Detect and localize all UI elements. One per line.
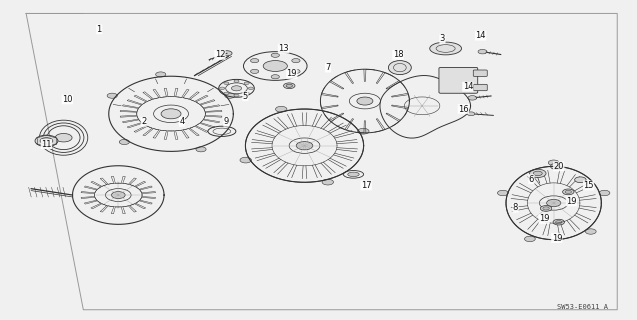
Circle shape [467,112,475,116]
Circle shape [55,133,72,142]
Text: 19: 19 [552,234,562,243]
Text: 1: 1 [97,25,102,34]
Circle shape [322,179,334,185]
Circle shape [220,87,225,90]
Circle shape [533,171,542,176]
Circle shape [292,59,300,63]
Text: 8: 8 [513,203,519,212]
Circle shape [111,192,125,198]
Circle shape [35,135,58,147]
Circle shape [524,236,535,242]
Circle shape [244,92,249,95]
Circle shape [196,147,206,152]
Circle shape [585,229,596,234]
Circle shape [599,190,610,196]
Circle shape [231,86,241,91]
Text: 19: 19 [287,69,297,78]
Circle shape [271,75,280,79]
Circle shape [161,109,181,119]
Circle shape [478,50,487,54]
Circle shape [271,53,280,57]
Circle shape [155,72,166,77]
Text: 19: 19 [566,197,576,206]
Ellipse shape [348,172,359,177]
Circle shape [548,160,559,165]
Circle shape [119,140,129,145]
Circle shape [292,69,300,74]
Circle shape [357,97,373,105]
Circle shape [286,84,292,87]
Circle shape [250,69,259,74]
Circle shape [234,94,239,97]
Circle shape [553,219,564,225]
Circle shape [224,82,229,84]
Circle shape [575,177,586,183]
Text: 12: 12 [215,50,225,59]
Text: 19: 19 [539,214,549,223]
Circle shape [222,51,232,56]
Text: 13: 13 [278,44,289,53]
Ellipse shape [430,42,462,55]
Circle shape [224,92,229,95]
Ellipse shape [263,60,287,71]
Text: 6: 6 [529,175,534,184]
Circle shape [550,163,563,170]
Circle shape [283,83,295,89]
Text: 20: 20 [554,162,564,171]
Circle shape [244,82,249,84]
FancyBboxPatch shape [473,70,487,76]
Circle shape [107,93,117,98]
Circle shape [240,157,252,163]
Circle shape [547,199,561,207]
Text: 16: 16 [458,105,469,114]
Circle shape [225,93,235,98]
Text: 10: 10 [62,95,73,104]
Circle shape [234,80,239,83]
Circle shape [357,128,369,134]
Circle shape [276,106,287,112]
FancyBboxPatch shape [473,84,487,91]
Text: 5: 5 [243,92,248,101]
Circle shape [529,169,546,178]
Text: 4: 4 [179,117,185,126]
Circle shape [555,220,562,224]
Text: 7: 7 [326,63,331,72]
Circle shape [565,190,571,194]
Text: 14: 14 [462,82,473,91]
Text: 9: 9 [224,117,229,126]
Circle shape [543,207,549,210]
Text: 18: 18 [392,50,403,59]
Circle shape [250,59,259,63]
FancyBboxPatch shape [439,68,478,93]
Circle shape [562,189,574,195]
Circle shape [554,165,560,168]
Text: 3: 3 [440,35,445,44]
Text: 17: 17 [361,181,371,190]
Circle shape [497,190,508,196]
Circle shape [540,205,552,211]
Text: SW53-E0611 A: SW53-E0611 A [557,304,608,310]
Ellipse shape [389,60,412,75]
Text: 2: 2 [141,117,147,126]
Text: 15: 15 [583,181,594,190]
Circle shape [296,141,313,150]
Text: 11: 11 [41,140,52,148]
Circle shape [248,87,254,90]
Text: 14: 14 [475,31,486,40]
Circle shape [40,138,53,144]
Circle shape [468,96,476,100]
